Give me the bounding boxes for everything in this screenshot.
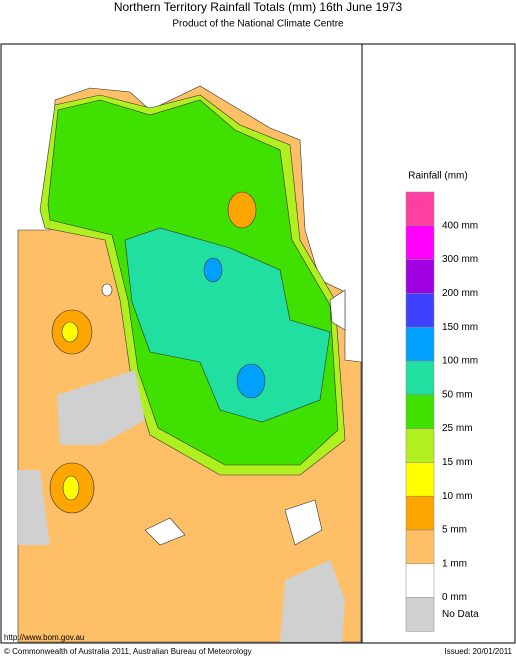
legend: 400 mm 300 mm 200 mm 150 mm 100 mm 50 mm 25 mm… [405, 191, 479, 632]
legend-label: 0 mm [442, 592, 467, 603]
footer-url: http://www.bom.gov.au [4, 633, 84, 642]
legend-label: 1 mm [442, 558, 467, 569]
legend-swatch [405, 597, 435, 632]
area-50mm [124, 227, 331, 423]
legend-label: 300 mm [442, 254, 478, 265]
area-0mm [101, 283, 113, 297]
legend-swatch [405, 360, 435, 396]
footer-issued: Issued: 20/01/2011 [445, 647, 513, 656]
legend-label: 100 mm [442, 356, 478, 367]
footer-copyright: © Commonwealth of Australia 2011, Austra… [4, 647, 252, 656]
legend-label: 400 mm [442, 220, 478, 231]
map [17, 85, 362, 643]
legend-swatch [405, 191, 435, 227]
subtitle: Product of the National Climate Centre [172, 19, 344, 30]
legend-label: 25 mm [442, 423, 473, 434]
area-5mm [227, 191, 257, 229]
no-data [280, 560, 345, 642]
legend-label: 50 mm [442, 389, 473, 400]
legend-swatch [405, 225, 435, 260]
legend-swatch [405, 394, 435, 429]
area-0mm [284, 499, 323, 546]
legend-title: Rainfall (mm) [408, 171, 467, 182]
legend-swatch [405, 529, 435, 565]
legend-swatch [405, 563, 435, 598]
no-data [57, 370, 145, 445]
legend-label: 200 mm [442, 288, 478, 299]
area-100mm [236, 363, 266, 399]
legend-swatch [405, 293, 435, 328]
legend-swatch [405, 326, 435, 362]
legend-swatch [405, 259, 435, 294]
no-data [18, 470, 50, 545]
area-10mm [61, 321, 79, 343]
legend-label: 15 mm [442, 457, 473, 468]
legend-label: 5 mm [442, 525, 467, 536]
legend-frame [361, 43, 516, 644]
legend-swatch [405, 462, 435, 497]
legend-label: 150 mm [442, 322, 478, 333]
area-10mm [62, 475, 80, 501]
legend-label: No Data [442, 609, 479, 620]
area-100mm [203, 257, 223, 283]
legend-swatch [405, 428, 435, 463]
legend-swatch [405, 495, 435, 531]
legend-label: 10 mm [442, 491, 473, 502]
area-0mm [329, 289, 346, 331]
title: Northern Territory Rainfall Totals (mm) … [114, 0, 403, 14]
area-0mm [144, 517, 186, 546]
